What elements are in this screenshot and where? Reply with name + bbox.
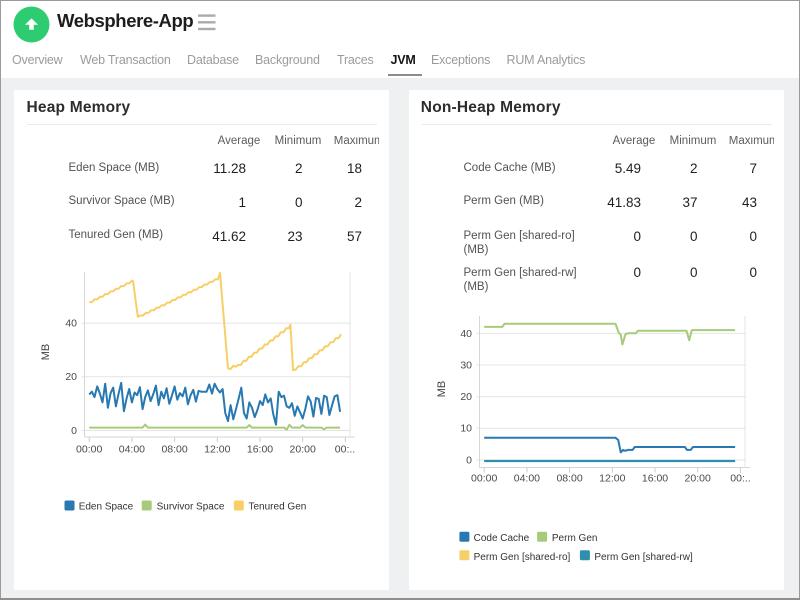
svg-text:16:00: 16:00 — [247, 444, 273, 456]
svg-text:00:00: 00:00 — [76, 444, 102, 456]
svg-text:Code Cache: Code Cache — [474, 533, 530, 544]
svg-text:12:00: 12:00 — [204, 444, 230, 456]
svg-text:20:00: 20:00 — [290, 444, 316, 456]
svg-text:Tenured Gen: Tenured Gen — [249, 501, 307, 512]
svg-text:Eden Space: Eden Space — [79, 501, 134, 512]
svg-text:0: 0 — [466, 454, 472, 466]
svg-text:00:00: 00:00 — [471, 473, 497, 485]
svg-text:04:00: 04:00 — [514, 473, 540, 485]
svg-text:Perm Gen [shared-rw]: Perm Gen [shared-rw] — [594, 552, 693, 563]
svg-text:00:..: 00:.. — [730, 473, 750, 485]
svg-text:08:00: 08:00 — [556, 473, 582, 485]
svg-text:MB: MB — [436, 381, 448, 398]
svg-text:16:00: 16:00 — [642, 473, 668, 485]
svg-text:40: 40 — [65, 318, 77, 330]
svg-text:20:00: 20:00 — [685, 473, 711, 485]
svg-text:Perm Gen: Perm Gen — [552, 533, 598, 544]
svg-text:08:00: 08:00 — [161, 444, 187, 456]
svg-text:MB: MB — [40, 344, 52, 361]
svg-text:00:..: 00:.. — [335, 444, 355, 456]
svg-text:30: 30 — [460, 359, 472, 371]
svg-text:04:00: 04:00 — [119, 444, 145, 456]
svg-text:20: 20 — [460, 391, 472, 403]
svg-text:Perm Gen [shared-ro]: Perm Gen [shared-ro] — [474, 552, 571, 563]
svg-text:10: 10 — [460, 423, 472, 435]
svg-text:0: 0 — [71, 425, 77, 437]
svg-text:Survivor Space: Survivor Space — [157, 501, 225, 512]
svg-text:20: 20 — [65, 371, 77, 383]
svg-text:12:00: 12:00 — [599, 473, 625, 485]
svg-text:40: 40 — [460, 328, 472, 340]
